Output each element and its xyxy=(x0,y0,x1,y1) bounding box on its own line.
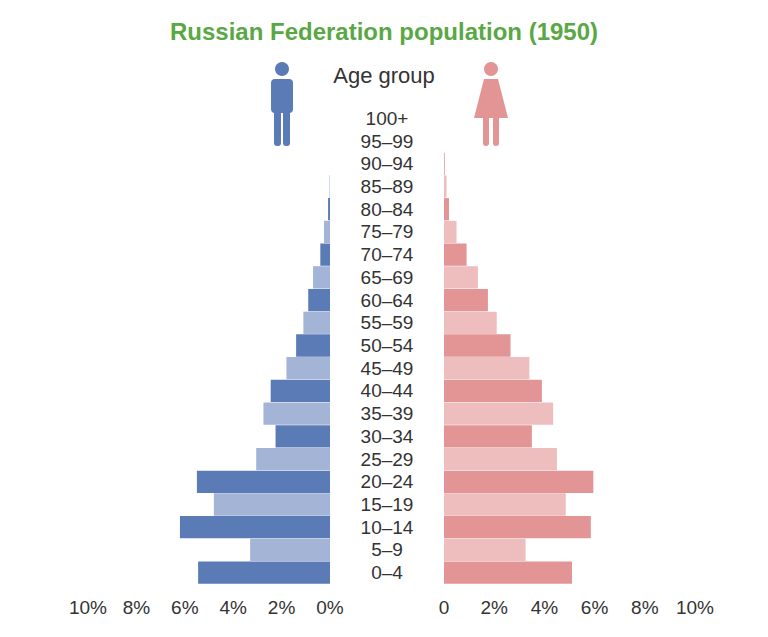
svg-text:0: 0 xyxy=(439,597,450,618)
svg-text:75–79: 75–79 xyxy=(361,221,414,242)
svg-text:70–74: 70–74 xyxy=(361,244,414,265)
svg-text:100+: 100+ xyxy=(366,108,409,129)
svg-text:65–69: 65–69 xyxy=(361,267,414,288)
svg-text:90–94: 90–94 xyxy=(361,153,414,174)
svg-text:4%: 4% xyxy=(219,597,247,618)
svg-text:2%: 2% xyxy=(480,597,508,618)
svg-text:80–84: 80–84 xyxy=(361,199,414,220)
svg-text:55–59: 55–59 xyxy=(361,312,414,333)
svg-text:15–19: 15–19 xyxy=(361,494,414,515)
svg-text:45–49: 45–49 xyxy=(361,358,414,379)
svg-text:10%: 10% xyxy=(676,597,714,618)
svg-text:4%: 4% xyxy=(531,597,559,618)
svg-text:Age group: Age group xyxy=(333,63,435,88)
svg-text:30–34: 30–34 xyxy=(361,426,414,447)
svg-text:20–24: 20–24 xyxy=(361,471,414,492)
svg-text:0%: 0% xyxy=(316,597,344,618)
svg-text:5–9: 5–9 xyxy=(371,539,403,560)
svg-text:95–99: 95–99 xyxy=(361,131,414,152)
svg-text:40–44: 40–44 xyxy=(361,380,414,401)
svg-text:8%: 8% xyxy=(631,597,659,618)
svg-text:10%: 10% xyxy=(69,597,107,618)
svg-text:85–89: 85–89 xyxy=(361,176,414,197)
svg-text:10–14: 10–14 xyxy=(361,517,414,538)
svg-text:25–29: 25–29 xyxy=(361,449,414,470)
svg-text:6%: 6% xyxy=(581,597,609,618)
svg-text:60–64: 60–64 xyxy=(361,290,414,311)
svg-text:6%: 6% xyxy=(171,597,199,618)
svg-text:2%: 2% xyxy=(268,597,296,618)
svg-text:0–4: 0–4 xyxy=(371,562,403,583)
svg-text:35–39: 35–39 xyxy=(361,403,414,424)
svg-text:8%: 8% xyxy=(123,597,151,618)
svg-text:50–54: 50–54 xyxy=(361,335,414,356)
svg-text:Russian Federation population: Russian Federation population (1950) xyxy=(170,18,598,45)
